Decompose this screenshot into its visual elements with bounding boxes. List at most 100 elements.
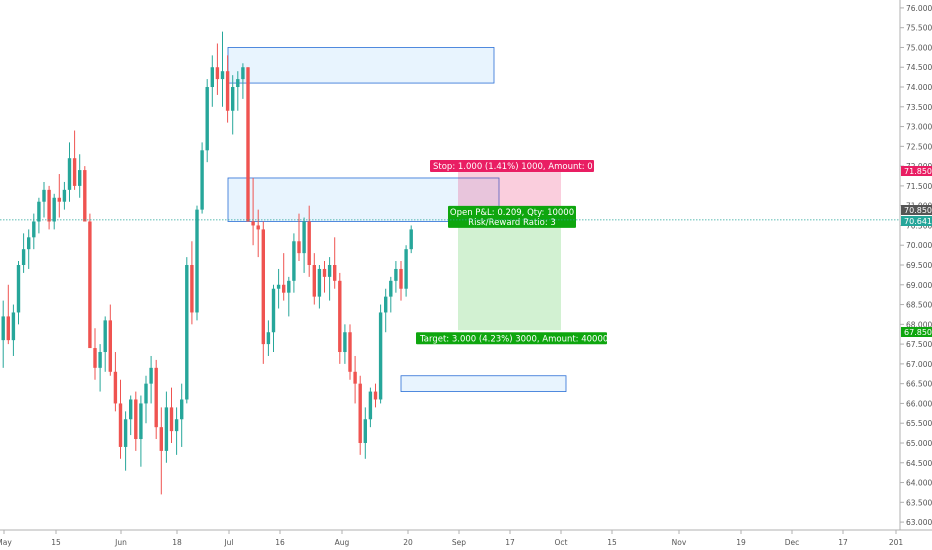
price-tick-label: 68.000 [906,320,932,329]
candle-body [134,399,138,440]
candle [378,304,383,404]
candle-body [363,419,367,443]
candle-body [236,79,240,88]
candle [282,253,286,301]
candle [302,217,306,273]
candle [185,257,189,404]
time-tick-label: 18 [172,538,182,547]
candle-body [6,316,10,341]
target-zone [458,219,561,331]
candle-body [368,391,373,420]
candle [42,181,46,218]
candle [256,209,260,258]
candle [338,272,342,364]
pnl-label-bg [448,205,576,228]
candle [389,276,393,313]
candle-body [174,419,179,432]
price-tick-label: 63.000 [906,518,932,527]
price-tag-text: 70.850 [904,206,932,215]
candle-body [256,225,260,230]
price-tag: 67.850 [901,327,932,337]
price-tag-bg [901,327,932,337]
candle-body [169,407,174,432]
price-tag: 71.850 [901,166,932,176]
time-tick-label: Nov [672,538,687,547]
candle [220,31,225,107]
candle [394,261,398,293]
candle [6,284,10,345]
candle [200,142,204,214]
candle [241,63,245,99]
supply-demand-zones [227,47,567,392]
candle [404,245,408,297]
candle [236,71,240,111]
candle-body [404,249,408,289]
price-tick-label: 64.500 [906,459,932,468]
price-tags: 71.850 70.850 70.641 67.850 [901,166,932,337]
candle-body [52,197,56,222]
candle [353,355,357,404]
candle-body [389,280,393,297]
candle-body [32,221,36,238]
time-tick-label: 15 [51,538,61,547]
candle-body [180,399,184,420]
candle-body [200,150,204,210]
candle [83,166,87,222]
candle [118,379,123,459]
price-tag-text: 67.850 [904,328,932,337]
candle-body [394,268,398,281]
candle [231,75,235,135]
candle-body [16,265,21,313]
candle-body [302,221,306,254]
price-tag-bg [901,205,932,215]
candle-body [144,383,148,404]
candle [164,391,169,463]
price-tick-label: 67.500 [906,340,932,349]
pnl-label-text: Open P&L: 0.209, Qty: 10000 [450,208,574,218]
candle [312,253,316,305]
candle-body [42,189,46,202]
candle-body [261,229,265,345]
price-tick-label: 73.500 [906,103,932,112]
candle-body [185,265,189,400]
candle [16,261,21,325]
candle-body [348,332,352,372]
candle [205,79,209,163]
time-tick-label: 19 [736,538,746,547]
candle-body [118,403,123,447]
candle-body [338,280,342,353]
price-tick-label: 65.000 [906,439,932,448]
candle [93,328,97,380]
candle-body [154,367,158,428]
candle-body [57,197,61,202]
candle-body [317,268,322,297]
candle-body [123,419,128,447]
candle-body [103,320,107,353]
price-tag-text: 71.850 [904,167,932,176]
candle [1,300,5,368]
candle [72,130,77,190]
price-tag-bg [901,216,932,226]
candle [384,288,388,333]
price-tick-label: 65.500 [906,419,932,428]
target-label: Target: 3.000 (4.23%) 3000, Amount: 4000… [416,332,608,345]
candle [144,375,148,424]
candle-body [88,221,92,349]
price-tick-label: 69.500 [906,261,932,270]
candle-body [205,87,209,151]
candle-body [164,407,169,451]
time-tick-label: May [0,538,12,547]
candle [108,304,112,376]
candle-body [276,284,281,289]
time-tick-label: Jul [223,538,233,547]
price-tick-label: 69.000 [906,281,932,290]
candle [322,261,327,293]
price-tick-label: 72.500 [906,142,932,151]
candle [174,407,179,455]
candle-body [47,189,51,222]
price-tick-label: 76.000 [906,4,932,13]
candle-body [246,67,250,222]
price-tick-label: 66.000 [906,399,932,408]
candle-body [297,241,301,254]
